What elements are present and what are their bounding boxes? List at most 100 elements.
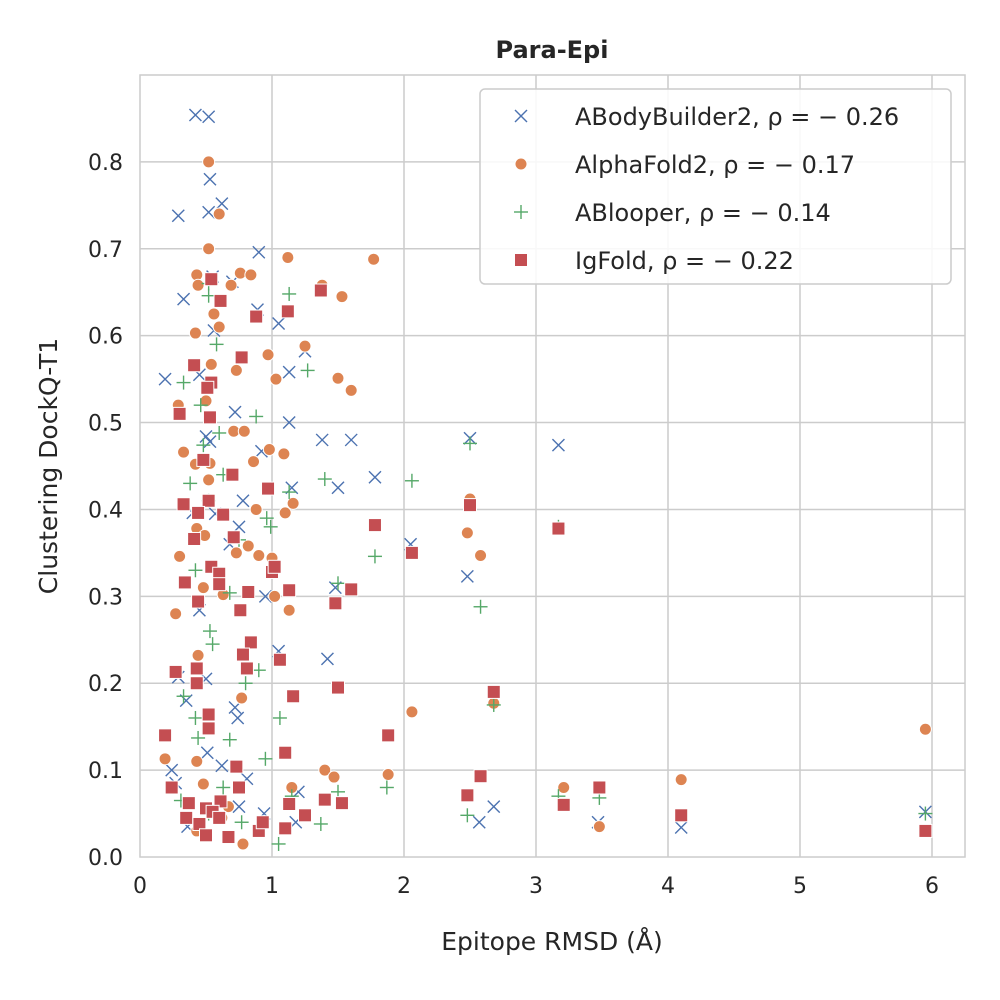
data-point: [187, 531, 202, 546]
data-point: [193, 398, 208, 413]
data-point: [298, 339, 312, 353]
data-point: [334, 796, 349, 811]
data-point: [282, 796, 297, 811]
data-point: [221, 830, 236, 845]
data-point: [674, 820, 688, 834]
x-tick-labels: 0 1 2 3 4 5 6: [133, 874, 939, 899]
data-point: [199, 429, 213, 443]
data-point: [233, 603, 248, 618]
x-tick-label: 1: [265, 874, 279, 899]
data-point: [486, 697, 501, 712]
data-point: [165, 763, 179, 777]
data-point: [202, 410, 217, 425]
data-point: [173, 549, 187, 563]
data-point: [918, 823, 933, 838]
data-point: [460, 526, 474, 540]
data-point: [368, 470, 382, 484]
data-point: [272, 710, 287, 725]
data-point: [255, 815, 270, 830]
data-point: [674, 773, 688, 787]
data-point: [367, 252, 381, 266]
data-point: [209, 337, 224, 352]
data-point: [473, 769, 488, 784]
data-point: [229, 759, 244, 774]
data-point: [286, 496, 300, 510]
data-point: [191, 648, 205, 662]
data-point: [317, 792, 332, 807]
y-tick-label: 0.3: [88, 585, 123, 610]
x-tick-label: 2: [397, 874, 411, 899]
data-point: [918, 722, 932, 736]
data-point: [335, 290, 349, 304]
data-point: [202, 473, 216, 487]
data-point: [234, 815, 249, 830]
legend-marker: [514, 157, 528, 171]
data-point: [226, 530, 241, 545]
data-point: [298, 808, 312, 823]
data-point: [244, 268, 258, 282]
data-point: [190, 754, 204, 768]
data-point: [252, 245, 266, 259]
data-point: [261, 481, 276, 496]
data-point: [252, 548, 266, 562]
data-point: [188, 710, 203, 725]
legend-entry-label: AlphaFold2, ρ = − 0.17: [575, 151, 855, 179]
data-point: [222, 585, 237, 600]
data-point: [268, 589, 282, 603]
data-point: [918, 806, 933, 821]
data-point: [282, 286, 297, 301]
data-point: [367, 518, 382, 533]
data-point: [463, 498, 477, 513]
data-point: [199, 828, 213, 843]
data-point: [318, 763, 332, 777]
data-point: [367, 549, 382, 564]
data-point: [236, 494, 250, 508]
data-point: [201, 707, 216, 722]
data-point: [282, 583, 297, 598]
data-point: [233, 266, 247, 280]
data-point: [202, 205, 216, 219]
data-point: [189, 661, 204, 676]
data-point: [247, 455, 261, 469]
data-point: [176, 375, 191, 390]
data-point: [176, 689, 191, 704]
data-point: [215, 197, 229, 211]
data-point: [474, 548, 488, 562]
data-point: [212, 577, 227, 592]
data-point: [486, 684, 501, 699]
data-point: [249, 409, 264, 424]
data-point: [487, 800, 501, 814]
data-point: [235, 691, 249, 705]
data-point: [158, 372, 172, 386]
data-point: [200, 380, 215, 395]
data-point: [405, 705, 419, 719]
series-points: [158, 108, 932, 834]
data-point: [213, 293, 228, 308]
data-point: [379, 780, 394, 795]
data-point: [344, 582, 359, 597]
data-point: [229, 363, 243, 377]
data-point: [460, 788, 475, 803]
x-tick-label: 0: [133, 874, 147, 899]
series-points: [158, 155, 932, 851]
data-point: [331, 576, 345, 591]
data-point: [215, 759, 229, 773]
data-point: [169, 607, 183, 621]
data-point: [201, 721, 216, 736]
data-point: [272, 317, 286, 330]
data-point: [232, 800, 246, 814]
y-tick-label: 0.7: [88, 238, 123, 263]
data-point: [381, 767, 395, 781]
data-point: [172, 406, 187, 421]
data-point: [235, 647, 250, 662]
data-point: [463, 436, 477, 451]
data-point: [259, 511, 274, 526]
data-point: [381, 728, 396, 743]
data-point: [281, 250, 295, 264]
data-point: [179, 810, 194, 825]
plot-frame: [139, 74, 966, 858]
x-tick-label: 3: [529, 874, 543, 899]
data-point: [404, 473, 419, 488]
data-point: [313, 816, 328, 831]
